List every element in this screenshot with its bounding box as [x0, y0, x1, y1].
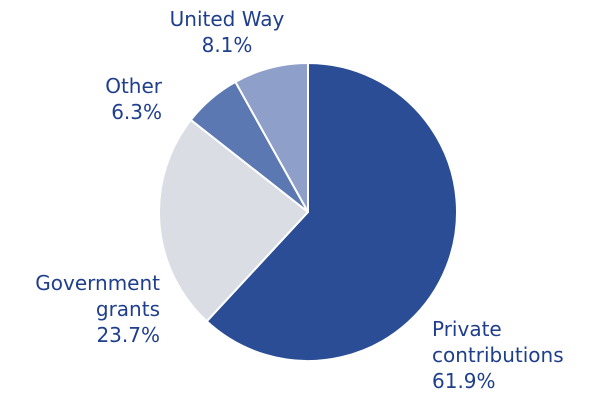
- slice-label-private-contributions: Private contributions 61.9%: [432, 317, 564, 393]
- slice-name-line: Other: [105, 74, 163, 98]
- slice-label-government-grants: Government grants 23.7%: [35, 271, 160, 347]
- slice-name-line: grants: [96, 297, 160, 321]
- slice-label-other: Other 6.3%: [105, 74, 163, 124]
- slice-name-line: contributions: [432, 343, 564, 367]
- slice-label-united-way: United Way 8.1%: [170, 7, 285, 57]
- slice-value-label: 8.1%: [202, 33, 253, 57]
- slice-value-label: 6.3%: [111, 100, 162, 124]
- pie-slice-united-way: [234, 62, 309, 213]
- pie-slice-private-contributions: [205, 62, 458, 362]
- slice-name-line: Private: [432, 317, 502, 341]
- slice-name-line: United Way: [170, 7, 285, 31]
- slice-value-label: 61.9%: [432, 369, 496, 393]
- pie-slice-government-grants: [158, 118, 309, 323]
- slice-value-label: 23.7%: [96, 323, 160, 347]
- slice-name-line: Government: [35, 271, 160, 295]
